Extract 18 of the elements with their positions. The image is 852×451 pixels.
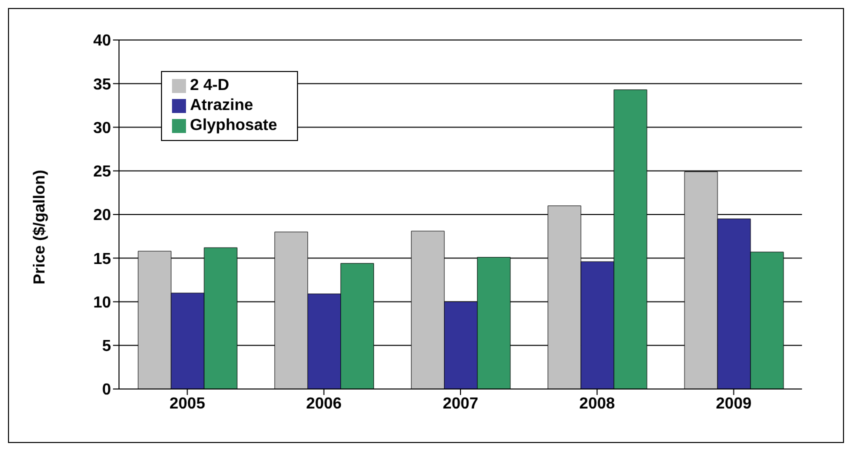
x-tick-label: 2006 [306, 395, 342, 412]
y-tick-label: 35 [93, 76, 112, 94]
x-tick-label: 2007 [442, 395, 478, 412]
y-tick-label: 0 [102, 382, 112, 399]
y-tick-label: 30 [93, 120, 112, 137]
y-tick-label: 15 [93, 250, 112, 268]
legend-label: Atrazine [190, 97, 254, 114]
y-tick-label: 25 [93, 164, 112, 181]
y-tick-label: 5 [102, 338, 112, 356]
x-tick-label: 2008 [579, 395, 615, 412]
legend-label: 2 4-D [190, 77, 230, 94]
y-axis-title: Price ($/gallon) [32, 170, 49, 284]
y-tick-label: 10 [93, 294, 112, 312]
legend-label: Glyphosate [190, 117, 278, 134]
y-tick-label: 40 [93, 32, 112, 50]
x-tick-label: 2009 [716, 395, 752, 412]
y-tick-label: 20 [93, 207, 112, 224]
x-tick-label: 2005 [170, 395, 206, 412]
